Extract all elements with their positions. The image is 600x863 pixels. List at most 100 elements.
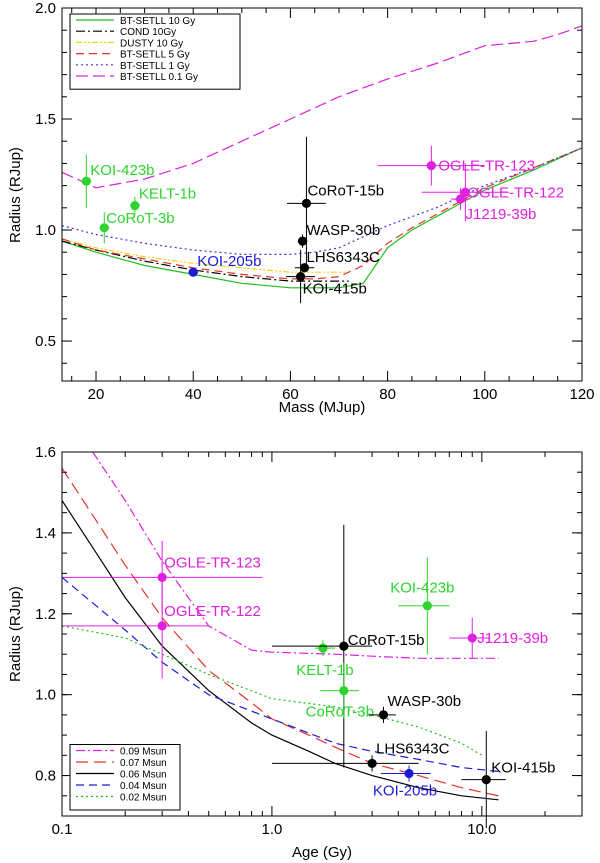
legend-label: BT-SETLL 10 Gy: [120, 16, 195, 27]
point-koi-415b: KOI-415b: [286, 250, 367, 304]
series-line-bt-setll-1-gy: [62, 147, 582, 255]
ytick-label: 1.6: [35, 444, 56, 461]
legend-item-0-07-msun: 0.07 Msun: [76, 758, 167, 769]
series-line-bt-setll-10-gy: [62, 147, 582, 289]
point-label: OGLE-TR-122: [467, 184, 564, 201]
point-label: LHS6343C: [307, 249, 381, 266]
xtick-label: 20: [88, 386, 105, 403]
series-line-0-02-msun: [62, 625, 483, 756]
series-line-0-09-msun: [92, 452, 499, 659]
ytick-label: 0.5: [35, 333, 56, 350]
legend-label: BT-SETLL 1 Gy: [120, 61, 190, 72]
point-marker: [297, 236, 308, 246]
point-label: CoRoT-15b: [348, 632, 425, 649]
series-line-dusty-10-gy: [62, 238, 349, 273]
point-label: J1219-39b: [477, 630, 548, 647]
xtick-label: 0.1: [52, 821, 73, 838]
point-marker: [188, 267, 198, 277]
point-marker: [99, 223, 109, 233]
top-plot-frame: [61, 7, 583, 382]
point-j1219-39b: J1219-39b: [450, 187, 537, 223]
legend-label: 0.09 Msun: [120, 747, 167, 758]
point-label: KOI-415b: [491, 760, 555, 777]
legend-item-cond-10gy: COND 10Gy: [76, 27, 176, 38]
point-corot-3b: CoRoT-3b: [306, 662, 374, 721]
bottom-ylabel: Radius (RJup): [7, 586, 24, 682]
point-koi-423b: KOI-423b: [81, 154, 155, 208]
point-marker: [422, 601, 432, 611]
legend-item-bt-setll-0-1-gy: BT-SETLL 0.1 Gy: [76, 72, 198, 83]
point-marker: [318, 643, 328, 653]
point-koi-415b: KOI-415b: [461, 731, 556, 829]
bottom-xlabel: Age (Gy): [292, 844, 352, 861]
point-lhs6343c: LHS6343C: [294, 249, 381, 273]
ytick-label: 2.0: [35, 0, 56, 17]
point-label: WASP-30b: [387, 693, 461, 710]
top-xlabel: Mass (MJup): [279, 399, 366, 416]
point-label: KOI-205b: [373, 783, 437, 800]
point-wasp-30b: WASP-30b: [368, 693, 461, 723]
point-label: OGLE-TR-122: [164, 603, 261, 620]
point-marker: [460, 187, 470, 197]
xtick-label: 80: [379, 386, 396, 403]
series-line-bt-setll-5-gy: [62, 147, 582, 280]
point-marker: [299, 263, 310, 273]
xtick-label: 10.0: [467, 821, 496, 838]
point-corot-15b: CoRoT-15b: [287, 136, 384, 270]
point-label: LHS6343C: [376, 740, 450, 757]
series-line-0-07-msun: [62, 467, 499, 797]
point-ogle-tr-123: OGLE-TR-123: [377, 145, 535, 186]
top-ylabel: Radius (RJup): [7, 147, 24, 243]
point-label: CoRoT-15b: [307, 182, 384, 199]
point-marker: [426, 161, 436, 171]
legend-item-bt-setll-1-gy: BT-SETLL 1 Gy: [76, 61, 190, 72]
series-line-bt-setll-0-1-gy: [62, 25, 582, 189]
xtick-label: 60: [282, 386, 299, 403]
point-kelt-1b: KELT-1b: [296, 640, 354, 679]
point-marker: [404, 768, 414, 779]
legend-item-0-09-msun: 0.09 Msun: [76, 747, 167, 758]
legend-item-0-02-msun: 0.02 Msun: [76, 793, 167, 804]
point-marker: [301, 198, 312, 208]
point-label: KOI-205b: [197, 253, 261, 270]
point-marker: [481, 775, 491, 785]
xtick-label: 100: [472, 386, 497, 403]
point-marker: [296, 272, 306, 282]
legend-label: 0.07 Msun: [120, 758, 167, 769]
legend-item-0-04-msun: 0.04 Msun: [76, 781, 167, 792]
point-label: OGLE-TR-123: [438, 158, 535, 175]
point-j1219-39b: J1219-39b: [449, 617, 548, 659]
point-marker: [467, 633, 477, 643]
point-wasp-30b: WASP-30b: [297, 222, 381, 248]
point-label: J1219-39b: [466, 206, 537, 223]
point-label: KOI-423b: [90, 162, 154, 179]
ytick-label: 1.4: [35, 525, 56, 542]
ytick-label: 1.2: [35, 606, 56, 623]
point-label: WASP-30b: [307, 222, 381, 239]
legend-label: BT-SETLL 5 Gy: [120, 50, 190, 61]
bottom-chart: OGLE-TR-123 OGLE-TR-122 KOI-423b J1219-39b K…: [7, 444, 583, 861]
point-label: KELT-1b: [296, 662, 353, 679]
top-chart: KOI-423b KELT-1b CoRoT-3b KOI-205b CoRoT-15b…: [7, 0, 595, 416]
point-corot-15b: CoRoT-15b: [271, 524, 425, 768]
xtick-label: 120: [569, 386, 594, 403]
point-koi-205b: KOI-205b: [188, 253, 261, 277]
legend-box: [69, 13, 241, 90]
legend-label: 0.02 Msun: [120, 793, 167, 804]
series-line-0-06-msun: [62, 500, 499, 801]
point-marker: [339, 686, 349, 696]
ytick-label: 0.8: [35, 768, 56, 785]
legend-item-bt-setll-10-gy: BT-SETLL 10 Gy: [76, 16, 195, 27]
xtick-label: 40: [185, 386, 202, 403]
point-label: CoRoT-3b: [106, 210, 174, 227]
ytick-label: 1.0: [35, 222, 56, 239]
point-label: CoRoT-3b: [306, 704, 374, 721]
point-kelt-1b: KELT-1b: [130, 186, 196, 215]
legend-label: 0.04 Msun: [120, 781, 167, 792]
point-ogle-tr-122: OGLE-TR-122: [421, 163, 564, 222]
point-marker: [378, 710, 389, 720]
legend-box: [69, 744, 181, 811]
legend-item-dusty-10-gy: DUSTY 10 Gy: [76, 38, 183, 49]
point-marker: [367, 758, 377, 769]
